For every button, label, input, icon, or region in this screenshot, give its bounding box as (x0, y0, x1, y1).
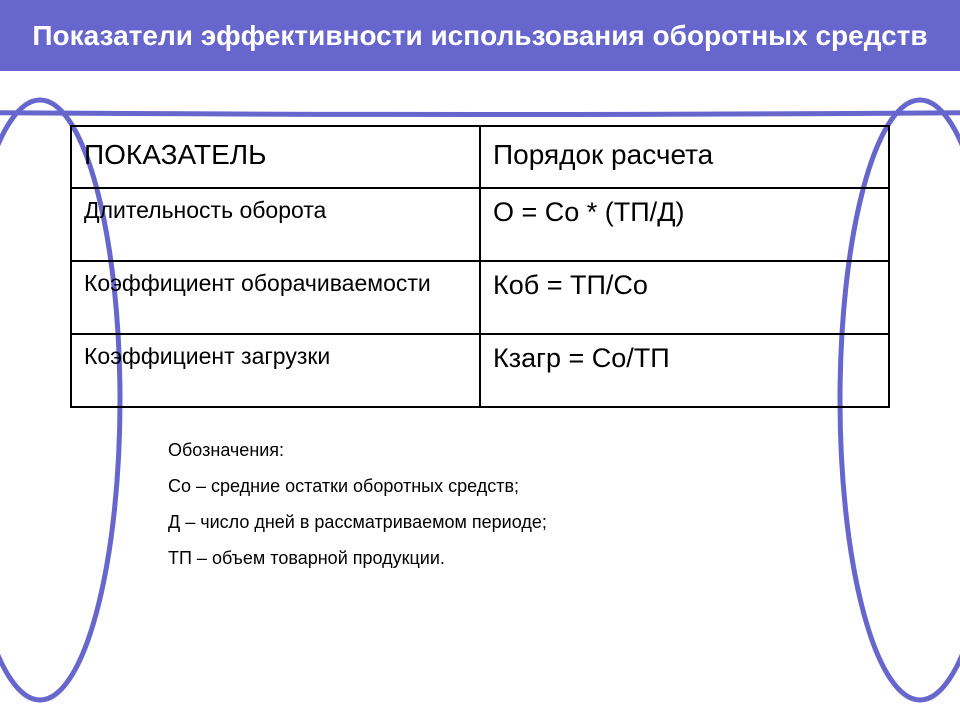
indicator-name: Коэффициент оборачиваемости (71, 261, 480, 334)
indicator-name: Коэффициент загрузки (71, 334, 480, 407)
indicator-formula: Кзагр = Со/ТП (480, 334, 889, 407)
indicators-table: ПОКАЗАТЕЛЬ Порядок расчета Длительность … (70, 125, 890, 408)
legend-block: Обозначения: Со – средние остатки оборот… (168, 432, 900, 576)
indicator-name: Длительность оборота (71, 188, 480, 261)
table-row: Длительность оборота О = Со * (ТП/Д) (71, 188, 889, 261)
legend-item: ТП – объем товарной продукции. (168, 540, 900, 576)
legend-item: Со – средние остатки оборотных средств; (168, 468, 900, 504)
table-row: Коэффициент оборачиваемости Коб = ТП/Со (71, 261, 889, 334)
indicator-formula: Коб = ТП/Со (480, 261, 889, 334)
legend-item: Д – число дней в рассматриваемом периоде… (168, 504, 900, 540)
table-header-row: ПОКАЗАТЕЛЬ Порядок расчета (71, 126, 889, 188)
table-row: Коэффициент загрузки Кзагр = Со/ТП (71, 334, 889, 407)
indicator-formula: О = Со * (ТП/Д) (480, 188, 889, 261)
col-header-indicator: ПОКАЗАТЕЛЬ (71, 126, 480, 188)
legend-title: Обозначения: (168, 432, 900, 468)
slide-title: Показатели эффективности использования о… (0, 0, 960, 71)
col-header-calc: Порядок расчета (480, 126, 889, 188)
